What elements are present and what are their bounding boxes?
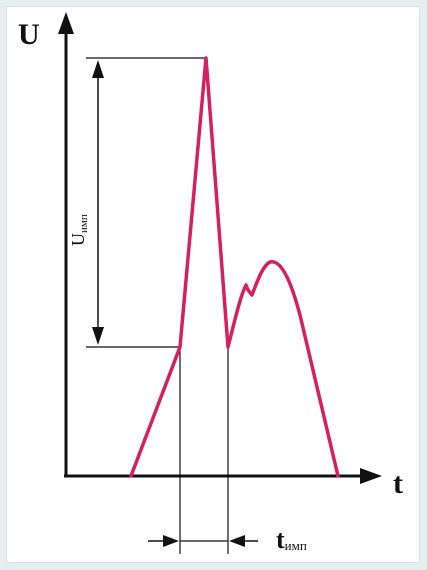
time-arrow-left-icon [163,535,179,547]
y-axis-arrow-icon [58,12,74,34]
y-axis-label: U [18,18,40,51]
time-arrow-right-icon [229,535,245,547]
amplitude-arrow-bottom-icon [92,327,104,345]
time-label: tимп [276,525,307,554]
svg-text:Uимп: Uимп [68,214,90,246]
amplitude-arrow-top-icon [92,60,104,78]
x-axis-label: t [393,467,403,500]
amplitude-label: Uимп [68,214,90,246]
voltage-impulse-curve [129,56,340,478]
diagram-panel [6,6,420,563]
x-axis-arrow-icon [360,468,382,484]
